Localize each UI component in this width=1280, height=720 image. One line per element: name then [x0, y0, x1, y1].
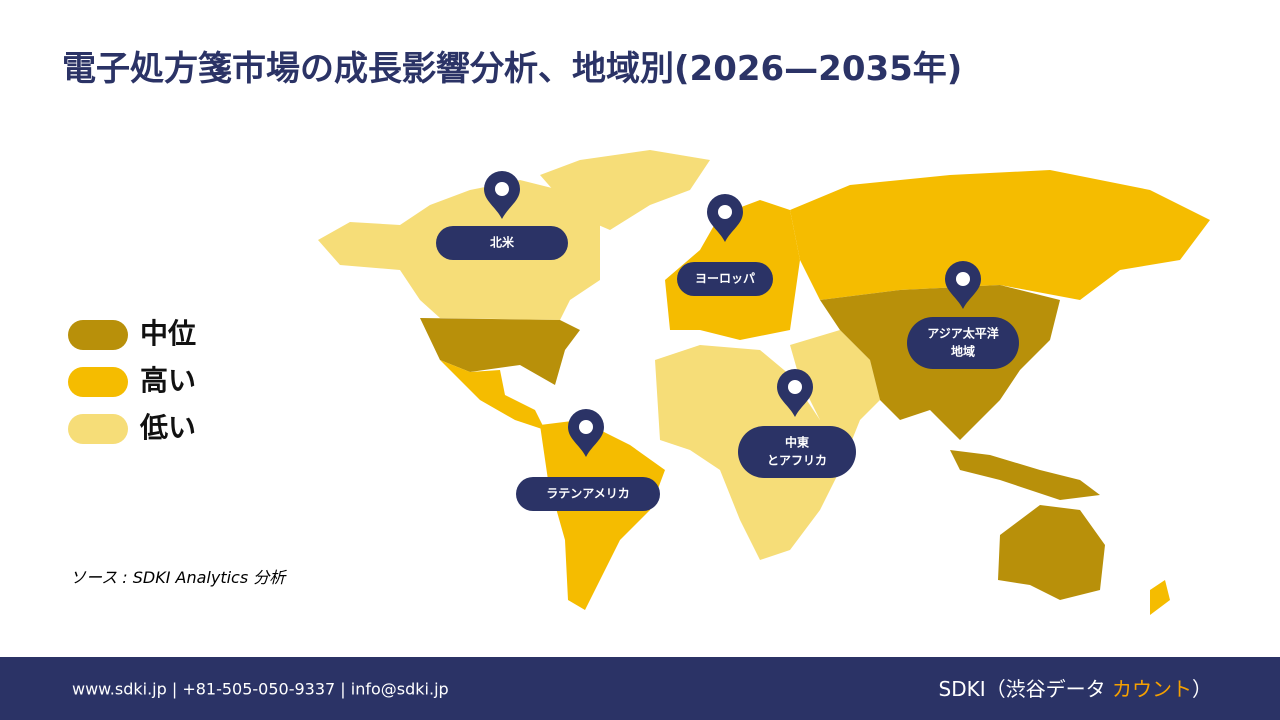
pin-dot [495, 182, 509, 196]
brand-highlight: カウント [1112, 677, 1192, 701]
region-label: とアフリカ [767, 454, 827, 468]
region-label: 中東 [785, 435, 809, 450]
region-label: 地域 [951, 344, 975, 359]
title: 電子処方箋市場の成長影響分析、地域別(2026—2035年) [62, 49, 962, 89]
pin-dot [579, 420, 593, 434]
region-label: 北米 [490, 235, 515, 250]
region-label: ヨーロッパ [695, 272, 755, 286]
footer-bar [0, 657, 1280, 720]
usa [420, 318, 580, 385]
russia [790, 170, 1210, 300]
region-label-box [516, 477, 660, 511]
brand: SDKI（渋谷データ [939, 677, 1112, 701]
pin-dot [956, 272, 970, 286]
region-label: ラテンアメリカ [546, 487, 629, 501]
map [318, 150, 1210, 615]
legend-label: 中位 [140, 317, 196, 350]
footer-brand: SDKI（渋谷データ カウント） [939, 677, 1212, 701]
new-zealand [1150, 580, 1170, 615]
pin-dot [718, 205, 732, 219]
region-label-box [436, 226, 568, 260]
brand-end: ） [1192, 677, 1212, 701]
pin-dot [788, 380, 802, 394]
region-label-box [907, 317, 1019, 369]
legend-swatch [68, 414, 128, 444]
footer-contact: www.sdki.jp | +81-505-050-9337 | info@sd… [72, 680, 449, 699]
legend-label: 低い [139, 411, 196, 444]
region-label-box [677, 262, 773, 296]
region-label-box [738, 426, 856, 478]
se-asia [950, 450, 1100, 500]
legend-label: 高い [140, 364, 196, 397]
australia [998, 505, 1105, 600]
south-america [540, 420, 665, 610]
legend-swatch [68, 367, 128, 397]
middle-east [790, 330, 880, 420]
source: ソース : SDKI Analytics 分析 [70, 568, 287, 587]
legend-swatch [68, 320, 128, 350]
greenland [540, 150, 710, 230]
mexico [440, 360, 545, 430]
region-label: アジア太平洋 [927, 326, 999, 341]
